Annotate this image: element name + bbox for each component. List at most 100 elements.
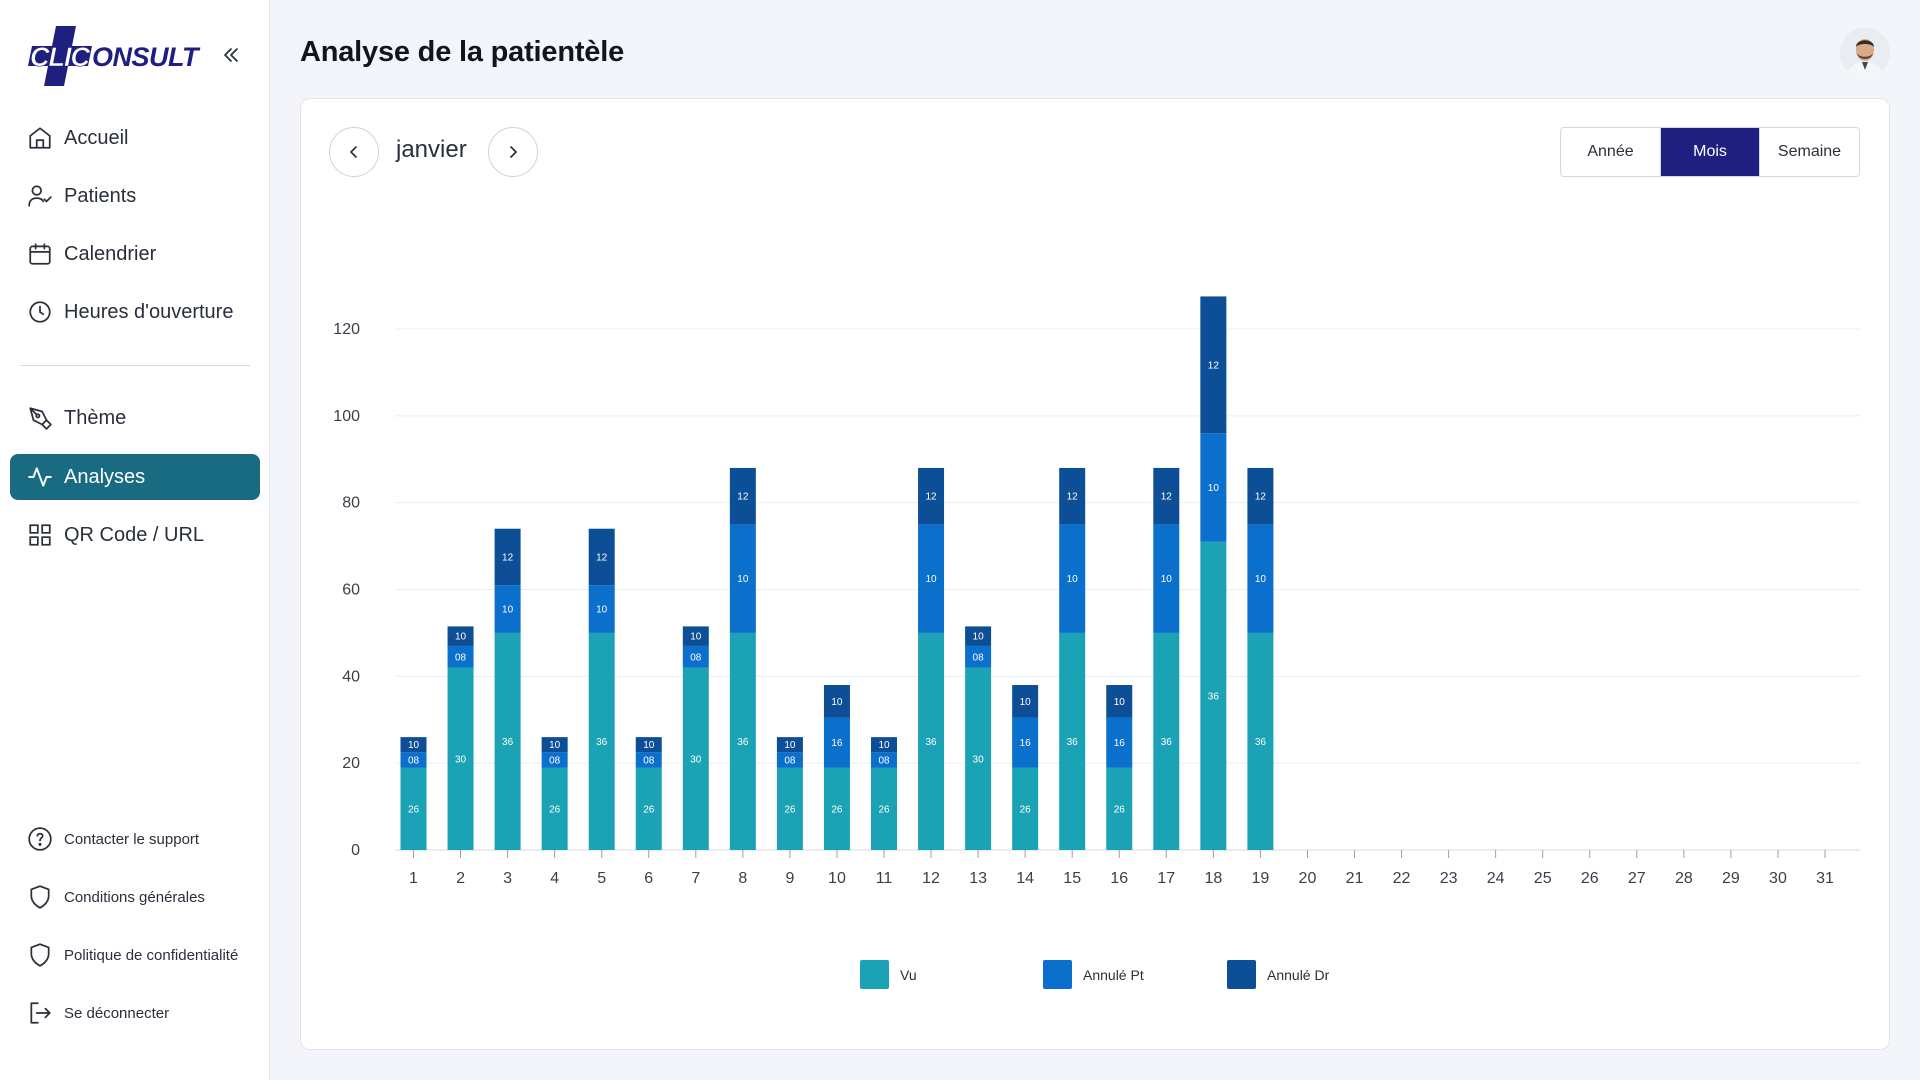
x-tick-label: 6 (644, 870, 653, 887)
bar-segment (823, 685, 850, 718)
footer-item-logout[interactable]: Se déconnecter (10, 993, 260, 1033)
bar-segment (871, 737, 897, 753)
bar-data-label: 26 (878, 804, 890, 815)
bar-segment (871, 767, 897, 850)
bar-segment (965, 645, 992, 668)
bar-data-label: 10 (1255, 574, 1267, 585)
chevron-right-icon (510, 146, 517, 158)
bar-segment (1153, 524, 1180, 633)
avatar-image (1840, 28, 1890, 78)
bar-segment (635, 737, 662, 753)
bar-segment (729, 524, 756, 633)
bar-segment (1200, 433, 1227, 542)
sidebar-item-label: Calendrier (64, 242, 157, 265)
analytics-card (300, 98, 1890, 1050)
sidebar-item-label: Heures d'ouverture (64, 300, 234, 323)
bar-segment (635, 767, 662, 850)
sidebar-item-theme[interactable]: Thème (10, 395, 260, 441)
bar-data-label: 10 (455, 632, 467, 643)
bar-data-label: 16 (1020, 738, 1032, 749)
previous-month-button[interactable] (329, 127, 379, 177)
footer-item-label: Contacter le support (64, 830, 200, 848)
footer-item-privacy[interactable]: Politique de confidentialité (10, 935, 260, 975)
bar-segment (1012, 717, 1039, 768)
bar-segment (823, 717, 850, 768)
bar-segment (1200, 296, 1227, 434)
bar-data-label: 30 (455, 754, 467, 765)
clock-icon (26, 298, 54, 326)
logo-graphic: CLIC ONSULT (28, 26, 201, 86)
bar-segment (682, 626, 709, 646)
bar-segment (1247, 632, 1274, 850)
bar-data-label: 12 (925, 492, 937, 503)
svg-text:CLIC: CLIC (30, 42, 90, 72)
bar-data-label: 10 (831, 697, 843, 708)
x-tick-label: 24 (1487, 870, 1505, 887)
bar-segment (447, 667, 474, 850)
sidebar-item-label: Thème (64, 406, 127, 429)
sidebar-item-patients[interactable]: Patients (10, 173, 260, 219)
bar-data-label: 36 (737, 737, 749, 748)
bar-segment (447, 645, 474, 668)
avatar[interactable] (1840, 28, 1890, 78)
x-tick-label: 2 (456, 870, 465, 887)
bar-data-label: 12 (1067, 492, 1079, 503)
bar-data-label: 36 (1255, 737, 1267, 748)
bar-data-label: 16 (1114, 738, 1126, 749)
bar-data-label: 08 (878, 755, 890, 766)
sidebar-item-accueil[interactable]: Accueil (10, 115, 260, 161)
bar-segment (776, 752, 803, 768)
bar-segment (1059, 467, 1086, 525)
period-selector: Année Mois Semaine (1560, 127, 1860, 177)
x-tick-label: 1 (409, 870, 418, 887)
x-tick-label: 10 (828, 870, 846, 887)
pen-tool-icon (26, 404, 54, 432)
bar-segment (588, 632, 615, 850)
sidebar-item-analyses[interactable]: Analyses (10, 454, 260, 500)
bar-segment (1012, 767, 1039, 850)
x-tick-label: 13 (969, 870, 987, 887)
bar-segment (823, 767, 850, 850)
bar-data-label: 08 (643, 755, 655, 766)
bar-data-label: 26 (831, 804, 843, 815)
bar-data-label: 08 (549, 755, 561, 766)
x-tick-label: 19 (1252, 870, 1270, 887)
sidebar-item-heures[interactable]: Heures d'ouverture (10, 289, 260, 335)
bar-data-label: 10 (408, 740, 420, 751)
sidebar-divider (20, 365, 250, 366)
bar-segment (588, 585, 615, 633)
sidebar-item-qrcode[interactable]: QR Code / URL (10, 512, 260, 558)
bar-segment (494, 528, 521, 586)
bar-data-label: 30 (690, 754, 702, 765)
footer-item-support[interactable]: Contacter le support (10, 819, 260, 859)
bar-segment (1153, 467, 1180, 525)
bar-data-label: 08 (455, 652, 467, 663)
bar-segment (541, 737, 568, 753)
bar-data-label: 10 (1067, 574, 1079, 585)
sidebar: CLIC ONSULT Accueil Patients Calendrier … (0, 0, 270, 1080)
x-tick-label: 12 (922, 870, 940, 887)
bar-data-label: 12 (502, 552, 514, 563)
bar-segment (776, 737, 803, 753)
bar-segment (729, 632, 756, 850)
bar-segment (1106, 685, 1133, 718)
cliconsult-logo[interactable]: CLIC ONSULT (26, 24, 204, 88)
bar-data-label: 12 (596, 552, 608, 563)
tab-annee[interactable]: Année (1561, 128, 1661, 176)
collapse-sidebar-icon[interactable] (220, 44, 242, 66)
footer-item-label: Politique de confidentialité (64, 946, 239, 964)
bar-data-label: 10 (549, 740, 561, 751)
bar-data-label: 36 (596, 737, 608, 748)
bar-data-label: 10 (690, 632, 702, 643)
bar-data-label: 30 (973, 754, 985, 765)
sidebar-item-calendrier[interactable]: Calendrier (10, 231, 260, 277)
footer-item-conditions[interactable]: Conditions générales (10, 877, 260, 917)
bar-data-label: 10 (925, 574, 937, 585)
bar-data-label: 12 (1161, 492, 1173, 503)
next-month-button[interactable] (488, 127, 538, 177)
bar-data-label: 08 (784, 755, 796, 766)
bar-segment (1059, 632, 1086, 850)
tab-mois[interactable]: Mois (1661, 128, 1760, 176)
bar-segment (1106, 717, 1133, 768)
tab-semaine[interactable]: Semaine (1777, 143, 1842, 160)
